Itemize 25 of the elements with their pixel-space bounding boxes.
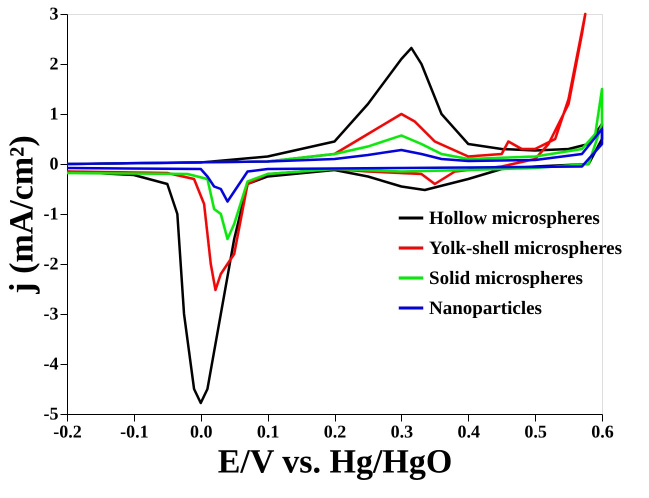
y-tick-label: -5 bbox=[44, 404, 58, 424]
x-tick-label: 0.1 bbox=[256, 422, 280, 442]
x-tick-label: 0.6 bbox=[591, 422, 614, 442]
line-series bbox=[66, 128, 604, 203]
y-tick-label: -1 bbox=[44, 204, 58, 224]
x-tick-label: 0.5 bbox=[524, 422, 547, 442]
x-tick-label: -0.1 bbox=[120, 422, 149, 442]
legend-label: Hollow microspheres bbox=[429, 208, 600, 229]
legend-label: Solid microspheres bbox=[429, 268, 583, 289]
x-tick-label: 0.0 bbox=[190, 422, 212, 442]
x-tick-label: -0.2 bbox=[53, 422, 82, 442]
y-tick-label: -4 bbox=[44, 354, 58, 374]
x-axis-title: E/V vs. Hg/HgO bbox=[218, 444, 452, 480]
y-tick-label: 3 bbox=[50, 4, 58, 24]
y-tick-label: 0 bbox=[50, 154, 58, 174]
x-tick-label: 0.4 bbox=[458, 422, 480, 442]
y-tick-label: -3 bbox=[44, 304, 58, 324]
y-axis-title: j (mA/cm²) bbox=[4, 135, 41, 295]
x-tick-label: 0.2 bbox=[324, 422, 346, 442]
y-tick-label: -2 bbox=[44, 254, 58, 274]
legend-label: Nanoparticles bbox=[429, 298, 542, 319]
y-tick-label: 2 bbox=[50, 54, 58, 74]
legend-label: Yolk-shell microspheres bbox=[429, 238, 622, 259]
x-tick-label: 0.3 bbox=[390, 422, 414, 442]
y-tick-label: 1 bbox=[50, 104, 58, 124]
